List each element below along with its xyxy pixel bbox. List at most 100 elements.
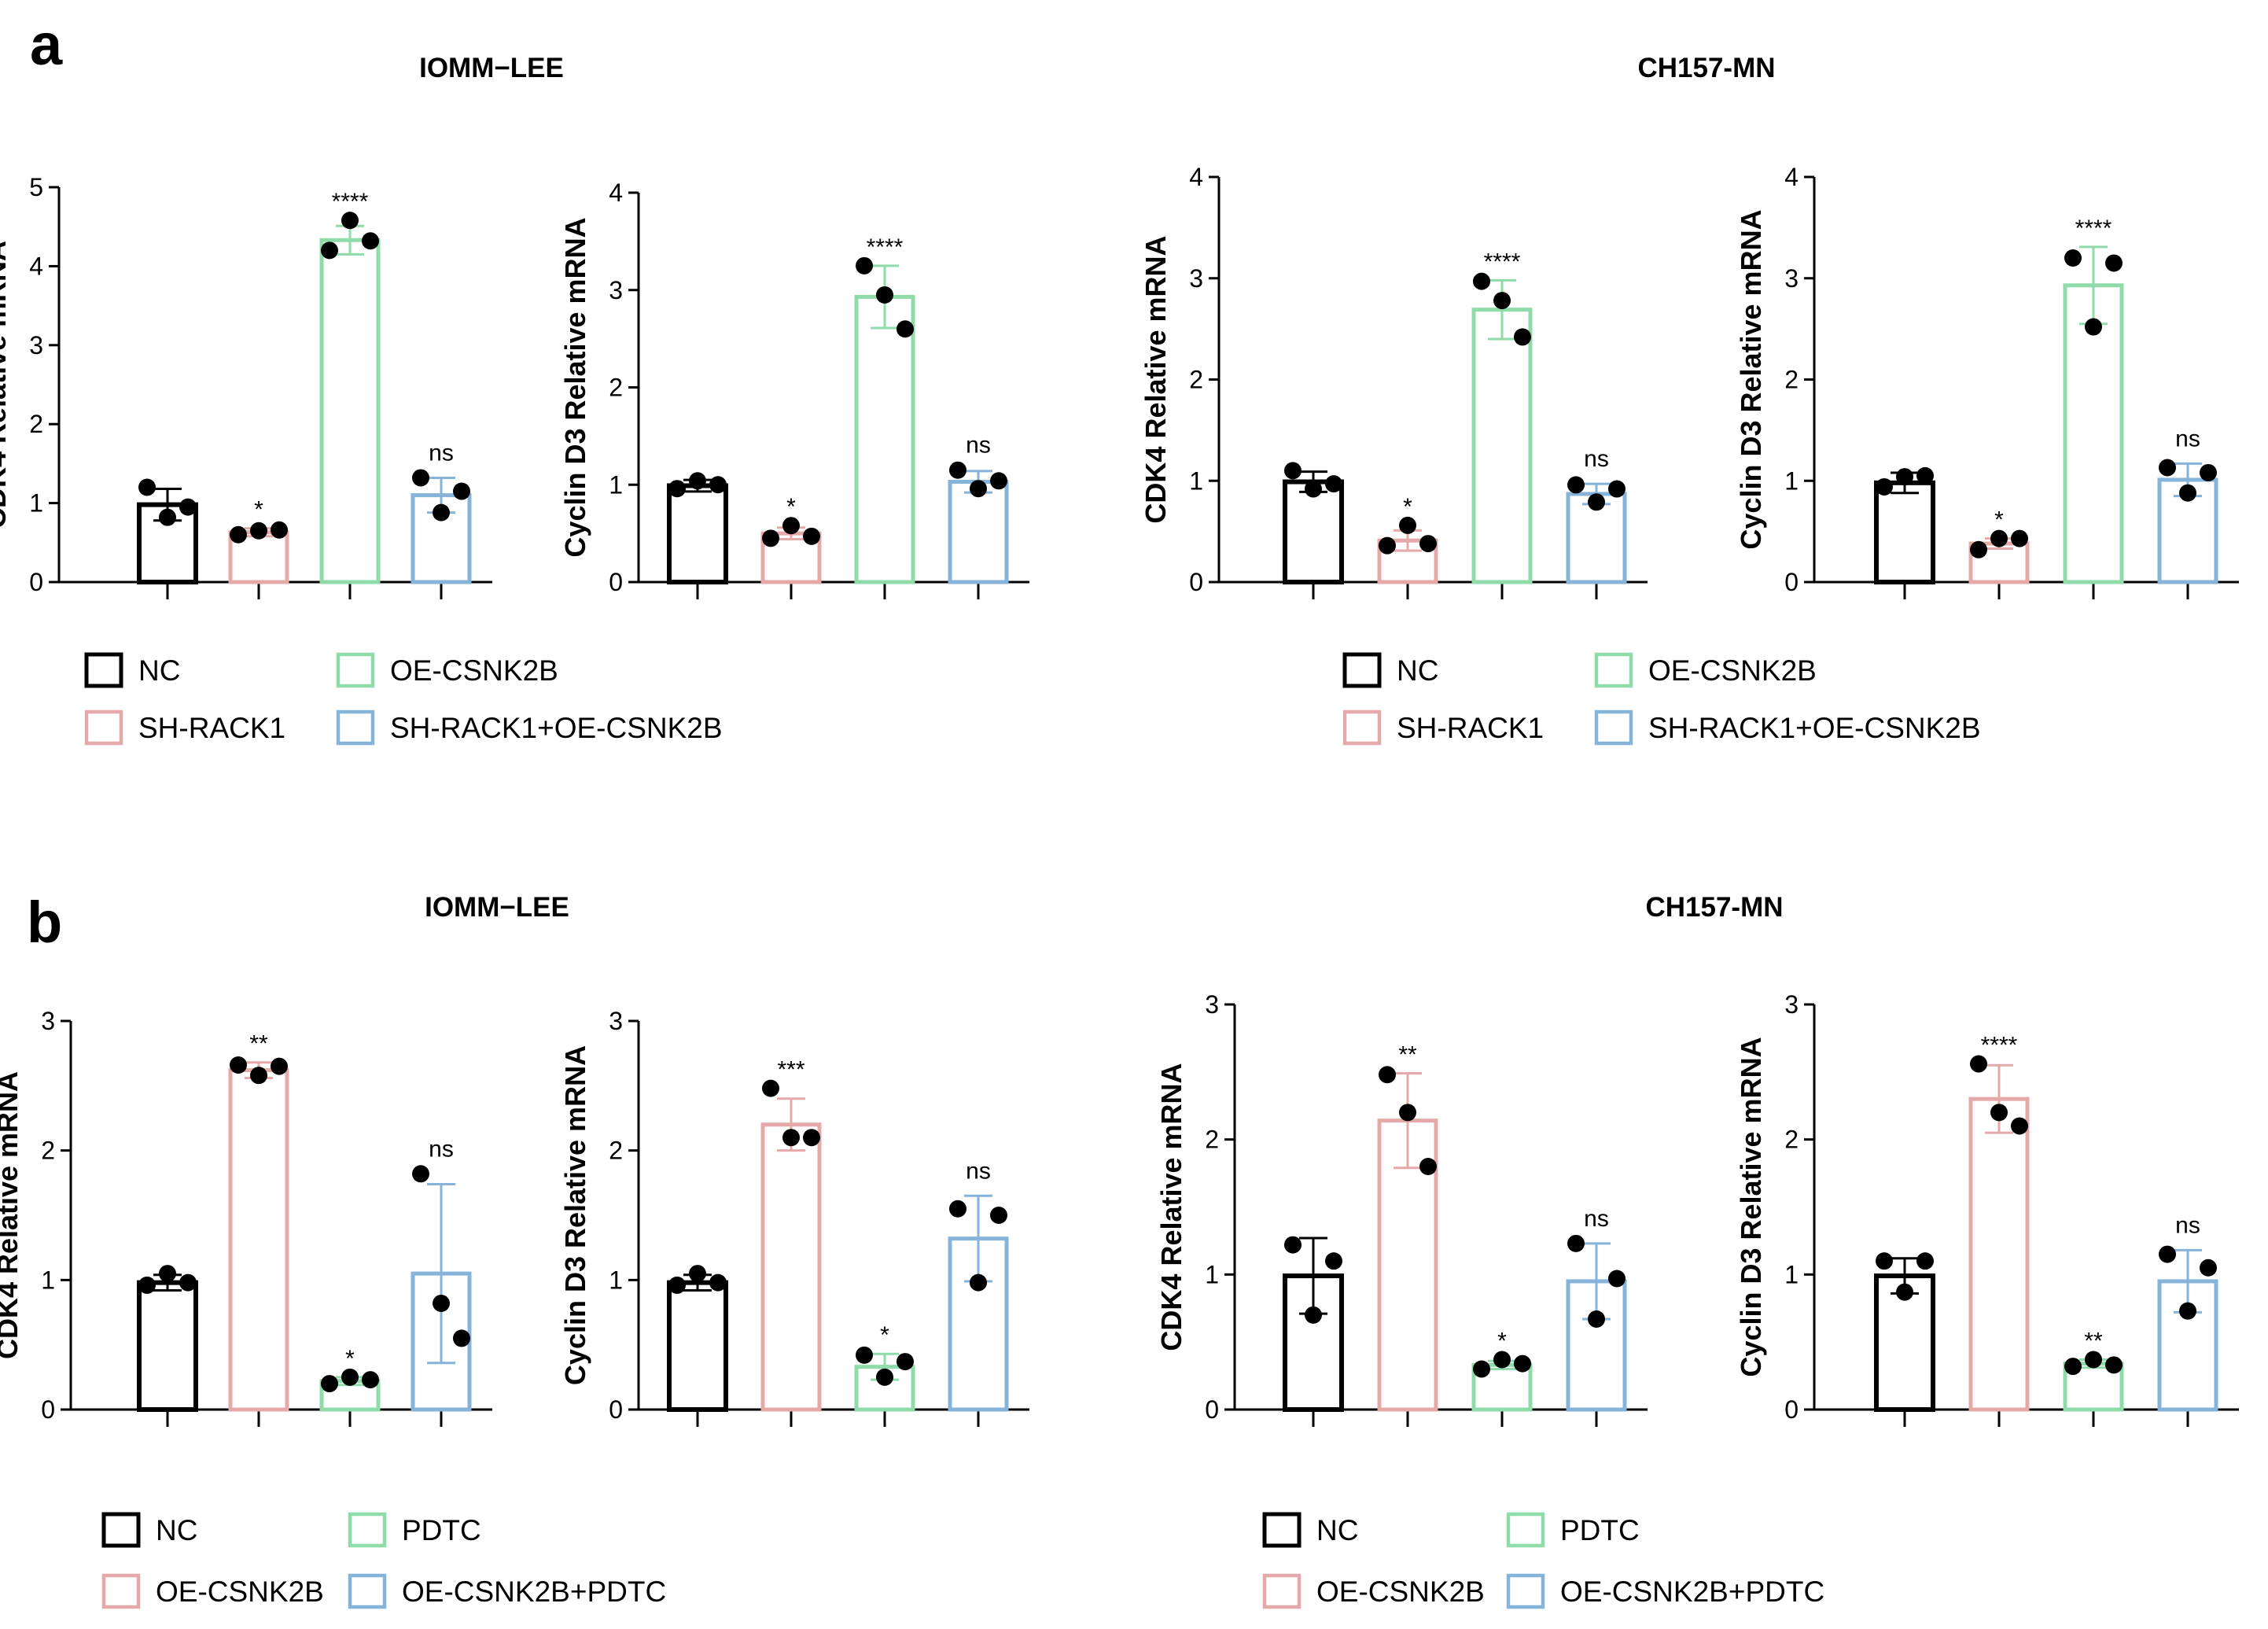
data-point	[412, 469, 429, 487]
data-point	[970, 1273, 987, 1292]
data-point	[782, 1129, 800, 1147]
y-tick-label: 0	[1784, 568, 1799, 596]
data-point	[362, 1371, 379, 1389]
data-point	[1990, 1104, 2008, 1122]
bar-group-1: **	[1377, 1042, 1438, 1427]
data-point	[2159, 459, 2176, 477]
data-point	[2064, 249, 2082, 267]
y-tick-label: 3	[1189, 264, 1203, 293]
y-tick-label: 3	[609, 276, 623, 304]
data-point	[689, 1265, 706, 1283]
bar-group-0	[667, 1265, 728, 1427]
significance-label: *	[880, 1322, 889, 1348]
bar-group-3: ns	[2157, 426, 2218, 599]
y-axis-label: Cyclin D3 Relative mRNA	[559, 217, 591, 557]
panel-letter-a: a	[30, 12, 63, 77]
y-tick-label: 4	[1189, 163, 1203, 191]
data-point	[949, 461, 966, 479]
bar-group-3: ns	[1566, 446, 1627, 599]
bar-group-3: ns	[948, 1158, 1009, 1427]
y-tick-label: 3	[1205, 990, 1219, 1019]
data-point	[341, 1368, 359, 1386]
bar-group-1: ****	[1968, 1033, 2030, 1427]
bar	[137, 1280, 198, 1413]
significance-label: **	[249, 1031, 268, 1057]
data-point	[1608, 480, 1626, 498]
bar-group-0	[1874, 466, 1935, 599]
legend-1: NC OE-CSNK2B SH-RACK1 SH-RACK1+OE-CSNK2B	[1342, 652, 1981, 746]
data-point	[1514, 328, 1531, 346]
y-tick-label: 0	[1205, 1395, 1219, 1424]
legend-swatch	[1342, 709, 1382, 746]
bar-group-3: ns	[948, 433, 1009, 599]
data-point	[709, 476, 727, 494]
y-tick-label: 1	[609, 470, 623, 499]
data-point	[2179, 484, 2196, 502]
bar-group-0	[667, 472, 728, 599]
data-point	[271, 521, 288, 539]
bar-group-1: **	[228, 1031, 289, 1427]
bar	[667, 1280, 728, 1413]
data-point	[1588, 1310, 1605, 1328]
y-axis-label: CDK4 Relative mRNA	[1140, 235, 1172, 523]
data-point	[433, 1294, 450, 1312]
data-point	[949, 1200, 966, 1218]
significance-label: ns	[966, 1158, 991, 1184]
data-point	[1990, 529, 2008, 547]
bar-group-1: *	[1968, 507, 2030, 599]
data-point	[362, 232, 379, 250]
data-point	[2085, 318, 2102, 336]
legend-label: NC	[1397, 654, 1438, 687]
data-point	[1588, 493, 1605, 511]
data-point	[2200, 1259, 2217, 1277]
bar-group-0	[1283, 1236, 1344, 1427]
significance-label: ns	[429, 440, 454, 466]
y-tick-label: 3	[1784, 264, 1799, 293]
legend-label: SH-RACK1+OE-CSNK2B	[1648, 712, 1981, 744]
y-tick-label: 0	[1189, 568, 1203, 596]
bar-group-1: ***	[760, 1057, 822, 1427]
data-point	[1876, 477, 1893, 496]
significance-label: ns	[966, 433, 991, 459]
bar-group-0	[1874, 1252, 1935, 1427]
legend-label: OE-CSNK2B	[1648, 654, 1817, 687]
bar	[1471, 308, 1533, 584]
y-tick-label: 1	[1189, 466, 1203, 495]
legend-swatch	[101, 1573, 141, 1609]
bar-group-1: *	[760, 494, 822, 599]
panel-a-title-ch157-mn: CH157-MN	[1637, 53, 1775, 83]
data-point	[762, 529, 779, 547]
significance-label: ***	[777, 1057, 804, 1083]
data-point	[1608, 1270, 1626, 1288]
data-point	[230, 1056, 247, 1074]
bar-group-2: *	[854, 1322, 915, 1427]
y-tick-label: 2	[1784, 1126, 1799, 1154]
data-point	[1325, 1252, 1342, 1270]
data-point	[1493, 1351, 1511, 1369]
panel-b-title-iomm-lee: IOMM−LEE	[425, 892, 569, 923]
y-tick-label: 3	[1784, 990, 1799, 1019]
y-tick-label: 1	[609, 1266, 623, 1294]
y-axis-label: Cyclin D3 Relative mRNA	[1735, 1037, 1767, 1377]
data-point	[1916, 1252, 1934, 1270]
bar-group-3: ns	[411, 1136, 472, 1427]
data-point	[2179, 1302, 2196, 1320]
data-point	[453, 1329, 470, 1347]
y-tick-label: 2	[29, 410, 43, 438]
bar-group-3: ns	[1566, 1206, 1627, 1427]
data-point	[709, 1273, 727, 1292]
significance-label: *	[1994, 507, 2004, 533]
data-point	[138, 478, 156, 496]
legend-label: OE-CSNK2B	[156, 1576, 324, 1608]
data-point	[762, 1079, 779, 1097]
significance-label: ****	[1981, 1033, 2018, 1059]
legend-label: PDTC	[402, 1514, 481, 1546]
data-point	[970, 480, 987, 498]
data-point	[1916, 466, 1934, 485]
data-point	[1419, 1158, 1437, 1175]
legend-swatch	[348, 1512, 387, 1548]
